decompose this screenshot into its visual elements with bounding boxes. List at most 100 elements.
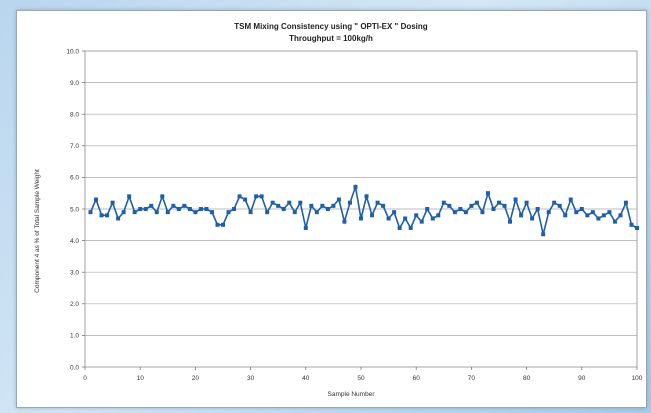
data-point xyxy=(281,207,286,211)
gridlines xyxy=(84,50,638,368)
y-axis-label: Component 4 as % of Total Sample Weight xyxy=(34,169,41,293)
data-point xyxy=(485,191,490,196)
x-tick-label: 80 xyxy=(523,375,531,382)
data-point xyxy=(607,210,612,215)
data-point xyxy=(336,197,341,202)
y-tick-label: 9.0 xyxy=(70,80,79,87)
x-tick-label: 100 xyxy=(632,375,643,382)
line-chart: TSM Mixing Consistency using " OPTI-EX "… xyxy=(34,22,643,398)
data-point xyxy=(414,213,419,218)
data-point xyxy=(623,200,628,205)
data-point xyxy=(430,216,435,221)
data-point xyxy=(265,210,270,215)
data-point xyxy=(436,213,441,218)
data-point xyxy=(635,225,639,230)
data-point xyxy=(165,210,170,215)
data-point xyxy=(99,213,104,218)
data-point xyxy=(386,216,391,221)
data-point xyxy=(204,207,209,211)
data-point xyxy=(513,197,518,202)
y-tick-label: 1.0 xyxy=(70,333,79,340)
data-point xyxy=(425,207,430,211)
data-point xyxy=(347,200,352,205)
x-axis-label: Sample Number xyxy=(328,391,376,398)
data-point xyxy=(127,194,132,199)
x-tick-label: 30 xyxy=(247,375,255,382)
data-point xyxy=(541,232,546,237)
y-tick-label: 7.0 xyxy=(70,143,79,150)
y-tick-label: 5.0 xyxy=(70,206,79,213)
data-point xyxy=(552,200,557,205)
data-point xyxy=(458,207,463,211)
y-tick-label: 0.0 xyxy=(70,364,79,371)
data-point xyxy=(469,203,474,208)
x-axis-ticks: 0 10 20 30 40 50 60 70 80 90 100 xyxy=(83,367,643,382)
data-point xyxy=(502,203,507,208)
data-point xyxy=(215,222,220,227)
data-point xyxy=(149,203,154,208)
data-point xyxy=(325,207,330,211)
y-tick-label: 3.0 xyxy=(70,270,79,277)
data-point xyxy=(309,203,314,208)
data-point xyxy=(221,222,225,227)
data-point xyxy=(463,210,468,215)
x-tick-label: 70 xyxy=(468,375,476,382)
data-point xyxy=(259,194,264,199)
data-point xyxy=(629,222,634,227)
x-tick-label: 90 xyxy=(578,375,586,382)
data-point xyxy=(292,210,297,215)
data-point xyxy=(270,200,275,205)
data-point xyxy=(375,200,380,205)
series-group xyxy=(88,183,639,237)
data-point xyxy=(237,194,242,199)
x-tick-label: 40 xyxy=(302,375,310,382)
y-axis-ticks: 0.0 1.0 2.0 3.0 4.0 5.0 6.0 7.0 8.0 9.0 10.0 xyxy=(66,48,85,371)
data-point xyxy=(579,207,584,211)
chart-title: TSM Mixing Consistency using " OPTI-EX "… xyxy=(234,22,427,31)
data-point xyxy=(491,207,496,211)
data-point xyxy=(287,200,292,205)
data-point xyxy=(568,197,573,202)
data-point xyxy=(303,225,308,230)
data-point xyxy=(154,210,159,215)
data-point xyxy=(618,213,623,218)
data-point xyxy=(320,203,325,208)
data-point xyxy=(519,213,524,218)
data-point xyxy=(176,207,181,211)
data-point xyxy=(530,216,535,221)
data-point xyxy=(474,200,479,205)
data-point xyxy=(193,210,198,215)
data-point xyxy=(209,210,214,215)
data-point xyxy=(298,200,303,205)
y-tick-label: 6.0 xyxy=(70,175,79,182)
data-point xyxy=(132,210,137,215)
data-point xyxy=(574,210,579,215)
data-point xyxy=(480,210,485,215)
chart-subtitle: Throughput = 100kg/h xyxy=(289,34,373,43)
data-point xyxy=(88,210,93,215)
data-point xyxy=(110,200,115,205)
data-point xyxy=(342,219,347,224)
data-point xyxy=(182,203,187,208)
data-point xyxy=(596,216,601,221)
data-point xyxy=(524,200,529,205)
data-point xyxy=(226,210,231,215)
data-point xyxy=(198,207,203,211)
x-tick-label: 20 xyxy=(192,375,200,382)
x-tick-label: 0 xyxy=(83,375,87,382)
data-point xyxy=(160,194,165,199)
x-tick-label: 10 xyxy=(137,375,145,382)
data-point xyxy=(497,200,501,205)
data-point xyxy=(248,210,253,215)
data-point xyxy=(397,225,402,230)
data-point xyxy=(116,216,121,221)
data-point xyxy=(381,203,386,208)
data-point xyxy=(187,207,192,211)
data-point xyxy=(94,197,99,202)
data-point xyxy=(419,219,424,224)
data-point xyxy=(408,225,413,230)
data-point xyxy=(364,194,369,199)
data-point xyxy=(143,207,148,211)
data-point xyxy=(243,197,248,202)
data-point xyxy=(590,210,595,215)
